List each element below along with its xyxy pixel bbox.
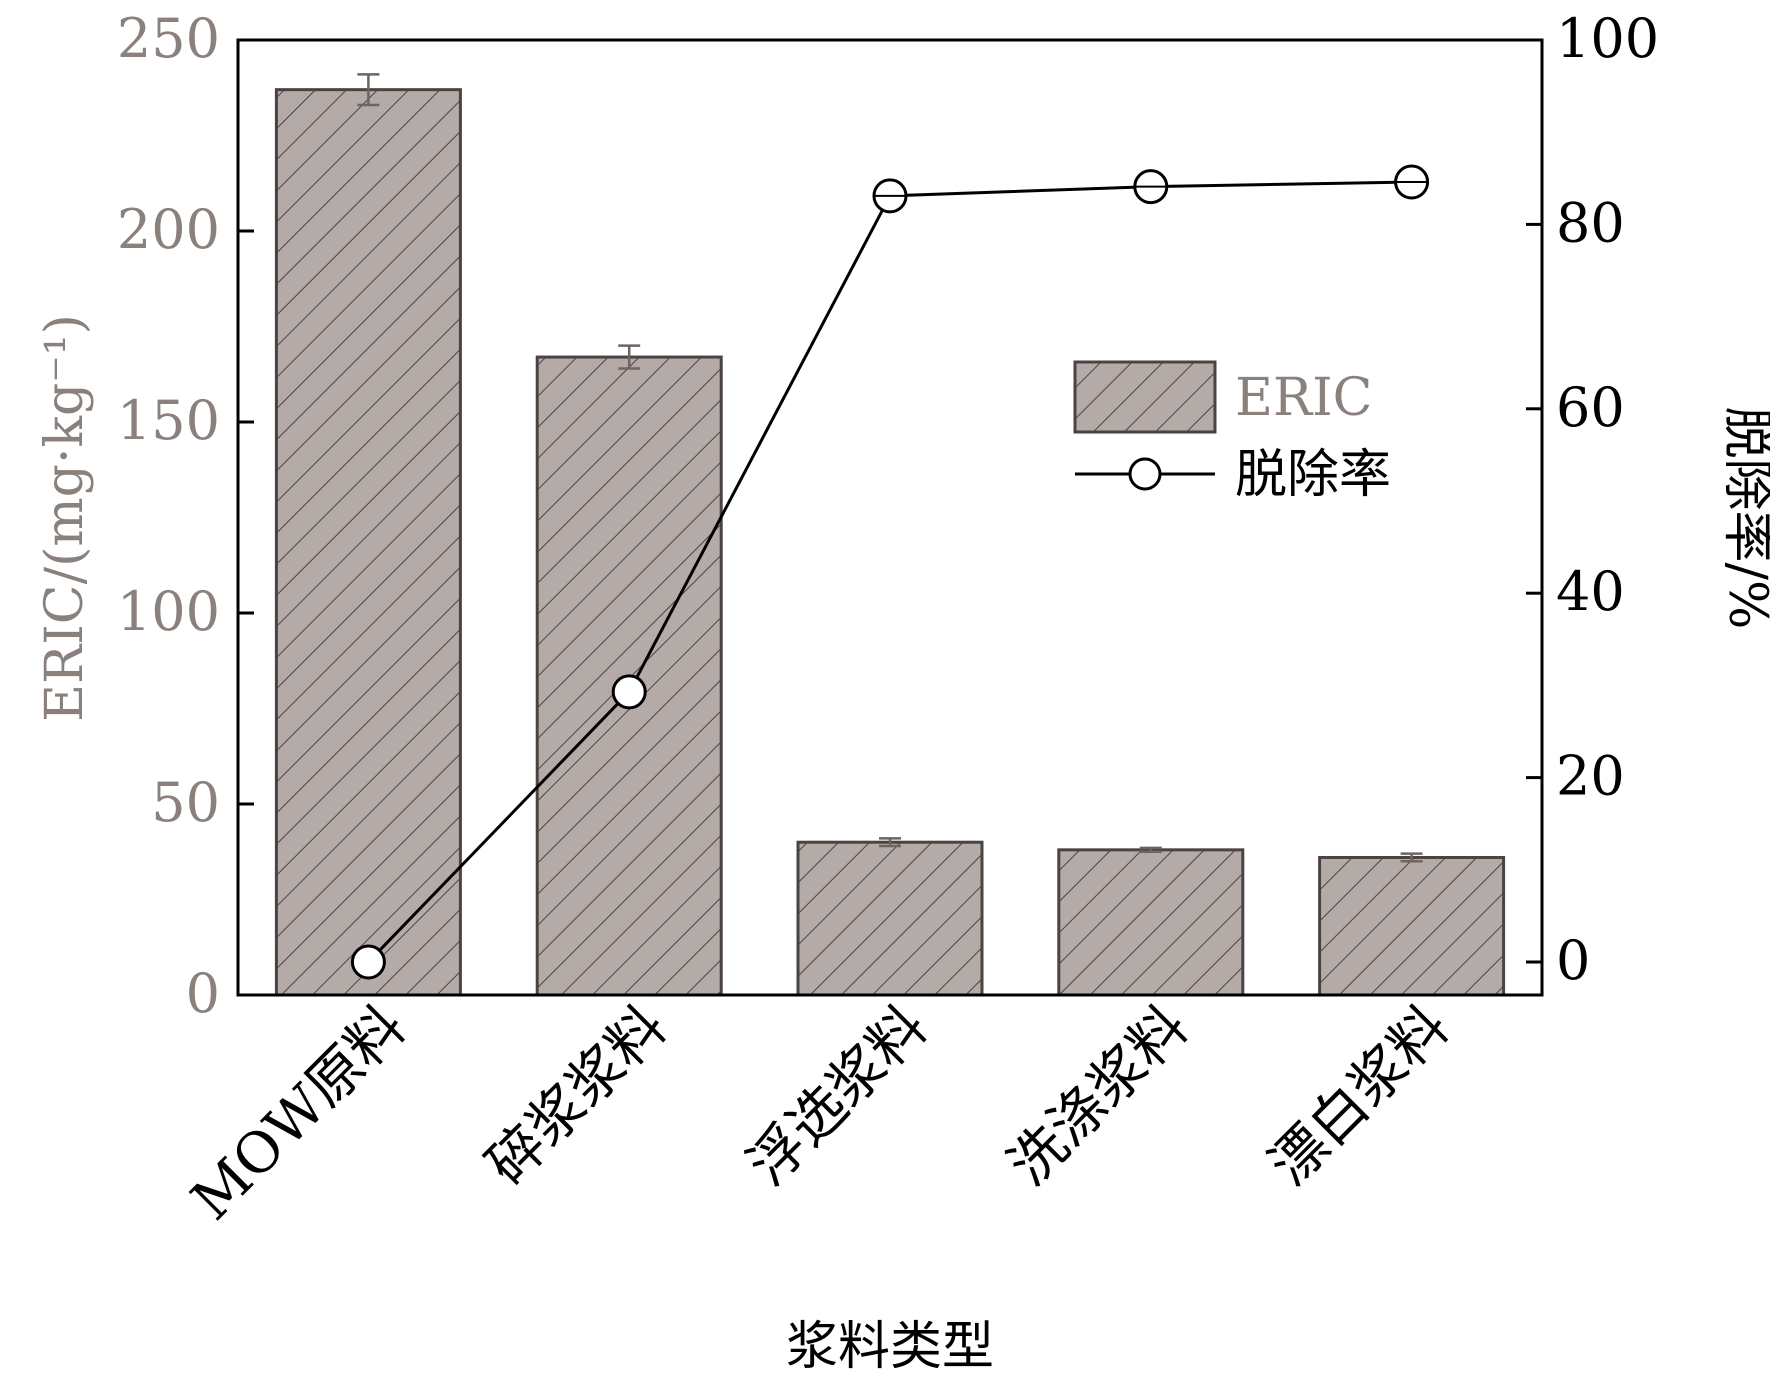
x-axis-title: 浆料类型 — [786, 1317, 994, 1377]
bars-layer — [274, 88, 1506, 997]
line-layer — [350, 164, 1430, 980]
legend-bar-label: ERIC — [1235, 368, 1372, 428]
line-point-2 — [611, 674, 647, 710]
x-tick-label: 洗涤浆料 — [996, 994, 1200, 1198]
x-tick-label: 漂白浆料 — [1257, 994, 1461, 1198]
error-bar-2 — [618, 344, 641, 370]
left-axis-title: ERIC/(mg·kg⁻¹) — [35, 314, 95, 722]
error-bars-layer — [357, 73, 1423, 863]
right-tick-label: 40 — [1556, 560, 1625, 623]
left-tick-label: 200 — [117, 198, 220, 261]
plot-frame — [236, 38, 1544, 997]
legend-line-marker — [1128, 457, 1162, 491]
bar-4 — [1057, 848, 1245, 997]
left-tick-label: 150 — [117, 389, 220, 452]
error-bar-3 — [879, 837, 901, 848]
left-tick-label: 250 — [117, 7, 220, 70]
error-bar-1 — [357, 73, 380, 107]
x-tick-label: MOW原料 — [179, 994, 418, 1233]
right-axis-title: 脱除率/% — [1717, 407, 1770, 630]
right-tick-label: 20 — [1556, 745, 1625, 808]
legend-line-label: 脱除率 — [1235, 445, 1391, 505]
right-tick-label: 60 — [1556, 376, 1625, 439]
x-tick-label: 碎浆浆料 — [475, 994, 679, 1198]
right-axis: 0 20 40 60 80 100 — [1526, 7, 1659, 992]
error-bar-4 — [1139, 846, 1162, 853]
legend-bar-swatch — [1073, 360, 1217, 434]
bar-1 — [274, 88, 462, 997]
left-axis: 0 50 100 150 200 250 — [117, 7, 254, 1025]
left-tick-label: 0 — [186, 962, 220, 1025]
legend: ERIC 脱除率 — [1073, 360, 1391, 505]
bar-3 — [796, 840, 984, 997]
x-tick-label: 浮选浆料 — [736, 994, 940, 1198]
right-tick-label: 100 — [1556, 7, 1659, 70]
error-bar-5 — [1400, 852, 1423, 863]
right-tick-label: 0 — [1556, 929, 1590, 992]
left-tick-label: 50 — [151, 771, 220, 834]
bar-5 — [1318, 855, 1506, 997]
x-axis: MOW原料 碎浆浆料 浮选浆料 洗涤浆料 漂白浆料 — [179, 994, 1461, 1233]
right-tick-label: 80 — [1556, 191, 1625, 254]
line-point-1 — [350, 944, 386, 980]
left-tick-label: 100 — [117, 580, 220, 643]
